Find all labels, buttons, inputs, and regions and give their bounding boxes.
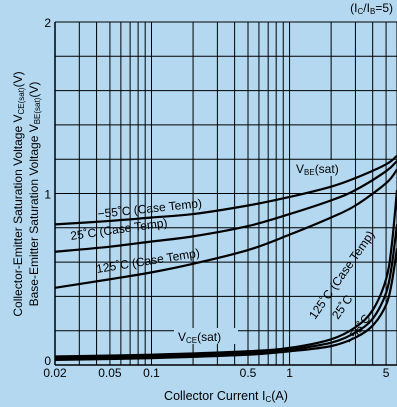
series-line-5 [54, 248, 397, 361]
x-tick-label: 5 [383, 366, 390, 380]
y-tick-label: 2 [44, 16, 51, 30]
curves [54, 154, 397, 361]
x-axis-label: Collector Current IC(A) [164, 389, 288, 404]
y-tick-label: 1 [44, 188, 51, 202]
chart-title: (IC/IB=5) [350, 1, 393, 16]
x-tick-label: 0.1 [143, 366, 160, 380]
series-line-2 [54, 168, 397, 289]
x-tick-label: 0.5 [240, 366, 257, 380]
y-axis-label-vce: Collector-Emitter Saturation Voltage VCE… [11, 71, 26, 316]
grid-lines [54, 21, 397, 366]
x-tick-label: 1 [286, 366, 293, 380]
series-line-4 [54, 224, 397, 360]
series-line-1 [54, 160, 397, 253]
y-axis-label-vbe: Base-Emitter Saturation Voltage VBE(sat)… [27, 82, 42, 307]
x-tick-label: 0.05 [98, 366, 122, 380]
x-tick-label: 0.02 [43, 366, 67, 380]
y-tick-label: 0 [44, 354, 51, 368]
series-line-0 [54, 154, 397, 226]
series-line-3 [54, 189, 397, 358]
vce-sat-label: VCE(sat) [178, 330, 221, 345]
tick-labels: 0.02 0.05 0.1 0.5 1 5 0 1 2 [43, 16, 389, 380]
vbe-sat-label: VBE(sat) [296, 162, 339, 177]
